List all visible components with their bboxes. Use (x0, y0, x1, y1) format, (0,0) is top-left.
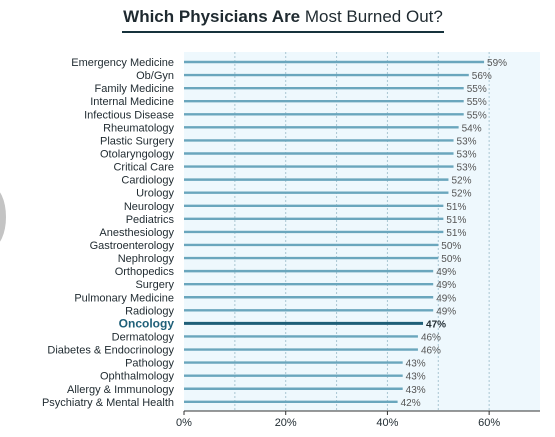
category-label: Critical Care (113, 162, 174, 174)
category-label: Dermatology (112, 331, 175, 343)
value-label: 54% (462, 123, 482, 134)
value-label: 49% (436, 267, 456, 278)
category-label: Cardiology (121, 175, 174, 187)
category-label: Ob/Gyn (136, 70, 174, 82)
category-label: Family Medicine (95, 83, 174, 95)
value-label: 55% (467, 97, 487, 108)
category-label: Neurology (124, 201, 175, 213)
chart-title: Which Physicians Are Most Burned Out? (0, 7, 555, 27)
category-label: Pathology (125, 358, 174, 370)
value-label: 49% (436, 293, 456, 304)
x-tick-label: 60% (478, 417, 500, 429)
value-label: 43% (406, 359, 426, 370)
chart-title-bold: Which Physicians Are (123, 7, 301, 26)
category-label: Emergency Medicine (71, 57, 174, 69)
category-label: Pediatrics (126, 214, 175, 226)
category-label: Ophthalmology (100, 371, 174, 383)
value-label: 43% (406, 372, 426, 383)
x-tick-label: 0% (176, 417, 192, 429)
value-label: 46% (421, 346, 441, 357)
category-label: Infectious Disease (84, 109, 174, 121)
value-label: 49% (436, 306, 456, 317)
value-label: 42% (401, 398, 421, 409)
category-label: Nephrology (118, 253, 175, 265)
value-label: 52% (451, 176, 471, 187)
category-label: Rheumatology (103, 122, 174, 134)
value-label: 53% (457, 136, 477, 147)
value-label: 51% (446, 228, 466, 239)
category-label: Urology (136, 188, 174, 200)
category-label: Gastroenterology (90, 240, 175, 252)
value-label: 55% (467, 84, 487, 95)
category-label: Otolaryngology (100, 148, 174, 160)
value-label: 46% (421, 332, 441, 343)
value-label: 51% (446, 215, 466, 226)
x-tick-label: 20% (275, 417, 297, 429)
value-label: 50% (441, 254, 461, 265)
value-label: 43% (406, 385, 426, 396)
category-label: Orthopedics (115, 266, 175, 278)
value-label: 52% (451, 189, 471, 200)
value-label: 56% (472, 71, 492, 82)
title-underline (122, 31, 444, 33)
value-label: 59% (487, 58, 507, 69)
category-label: Internal Medicine (90, 96, 174, 108)
category-label: Plastic Surgery (100, 135, 174, 147)
value-label: 50% (441, 241, 461, 252)
category-label: Allergy & Immunology (67, 384, 174, 396)
value-label: 53% (457, 149, 477, 160)
value-label: 53% (457, 163, 477, 174)
value-label: 49% (436, 280, 456, 291)
x-tick-label: 40% (376, 417, 398, 429)
chart-title-rest: Most Burned Out? (300, 7, 443, 26)
category-label: Oncology (119, 316, 175, 330)
value-label: 55% (467, 110, 487, 121)
category-label: Surgery (135, 279, 174, 291)
category-label: Radiology (125, 305, 174, 317)
category-label: Anesthesiology (99, 227, 174, 239)
value-label: 51% (446, 202, 466, 213)
category-label: Psychiatry & Mental Health (42, 397, 174, 409)
category-label: Pulmonary Medicine (74, 292, 174, 304)
category-label: Diabetes & Endocrinology (47, 345, 174, 357)
value-label: 47% (426, 319, 446, 330)
side-scroll-thumb[interactable] (0, 187, 6, 247)
